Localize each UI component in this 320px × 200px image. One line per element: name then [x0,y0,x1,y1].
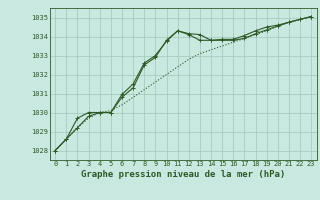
X-axis label: Graphe pression niveau de la mer (hPa): Graphe pression niveau de la mer (hPa) [81,170,285,179]
